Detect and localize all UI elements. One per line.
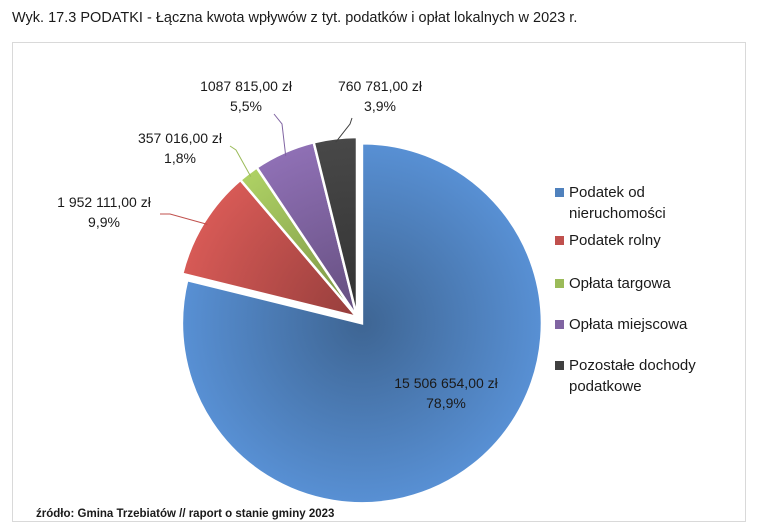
legend-label: Podatek rolny xyxy=(569,232,661,249)
legend-swatch xyxy=(555,188,564,197)
value-label: 1087 815,00 zł xyxy=(200,78,292,94)
value-label: 15 506 654,00 zł xyxy=(394,375,498,391)
legend-label: Opłata targowa xyxy=(569,275,671,292)
pie-slices xyxy=(180,135,544,505)
source-note: źródło: Gmina Trzebiatów // raport o sta… xyxy=(36,508,335,520)
percent-label: 5,5% xyxy=(230,98,262,114)
leader-line xyxy=(273,113,287,157)
leader-line xyxy=(229,145,252,177)
leader-line xyxy=(160,213,208,225)
pie-slice-podatek-od-nieruchomości xyxy=(180,142,544,505)
legend-label: Opłata miejscowa xyxy=(569,316,688,333)
value-label: 1 952 111,00 zł xyxy=(57,194,151,210)
legend-swatch xyxy=(555,320,564,329)
legend-label: podatkowe xyxy=(569,378,642,395)
percent-label: 3,9% xyxy=(364,98,396,114)
legend-swatch xyxy=(555,361,564,370)
legend-item-oplata-miejscowa: Opłata miejscowa xyxy=(555,314,696,335)
value-label: 760 781,00 zł xyxy=(337,78,423,94)
legend-item-podatek-od-nieruchomosci: Podatek od nieruchomości xyxy=(555,182,696,224)
percent-label: 9,9% xyxy=(88,214,120,230)
percent-label: 1,8% xyxy=(164,150,196,166)
data-label-oplata-targowa: 357 016,00 zł 1,8% xyxy=(138,128,222,168)
legend-item-pozostale-dochody: Pozostałe dochody podatkowe xyxy=(555,355,696,397)
figure-title: Wyk. 17.3 PODATKI - Łączna kwota wpływów… xyxy=(12,10,578,26)
legend-swatch xyxy=(555,236,564,245)
legend-swatch xyxy=(555,279,564,288)
chart-legend: Podatek od nieruchomości Podatek rolny O… xyxy=(555,182,696,403)
pie-slice-pozostałe-dochody-podatkowe xyxy=(312,135,359,318)
value-label: 357 016,00 zł xyxy=(137,130,223,146)
data-label-pozostale-dochody: 760 781,00 zł 3,9% xyxy=(338,76,422,116)
data-label-oplata-miejscowa: 1087 815,00 zł 5,5% xyxy=(200,76,292,116)
legend-label: Podatek od xyxy=(569,184,645,201)
legend-label: Pozostałe dochody xyxy=(569,357,696,374)
legend-item-oplata-targowa: Opłata targowa xyxy=(555,273,696,294)
data-label-podatek-rolny: 1 952 111,00 zł 9,9% xyxy=(57,192,151,232)
percent-label: 78,9% xyxy=(426,395,466,411)
leader-line xyxy=(335,117,353,143)
leader-lines xyxy=(160,113,353,225)
pie-slice-podatek-rolny xyxy=(180,178,361,320)
legend-label: nieruchomości xyxy=(569,205,666,222)
data-label-podatek-od-nieruchomosci: 15 506 654,00 zł 78,9% xyxy=(394,373,498,413)
legend-item-podatek-rolny: Podatek rolny xyxy=(555,230,696,251)
